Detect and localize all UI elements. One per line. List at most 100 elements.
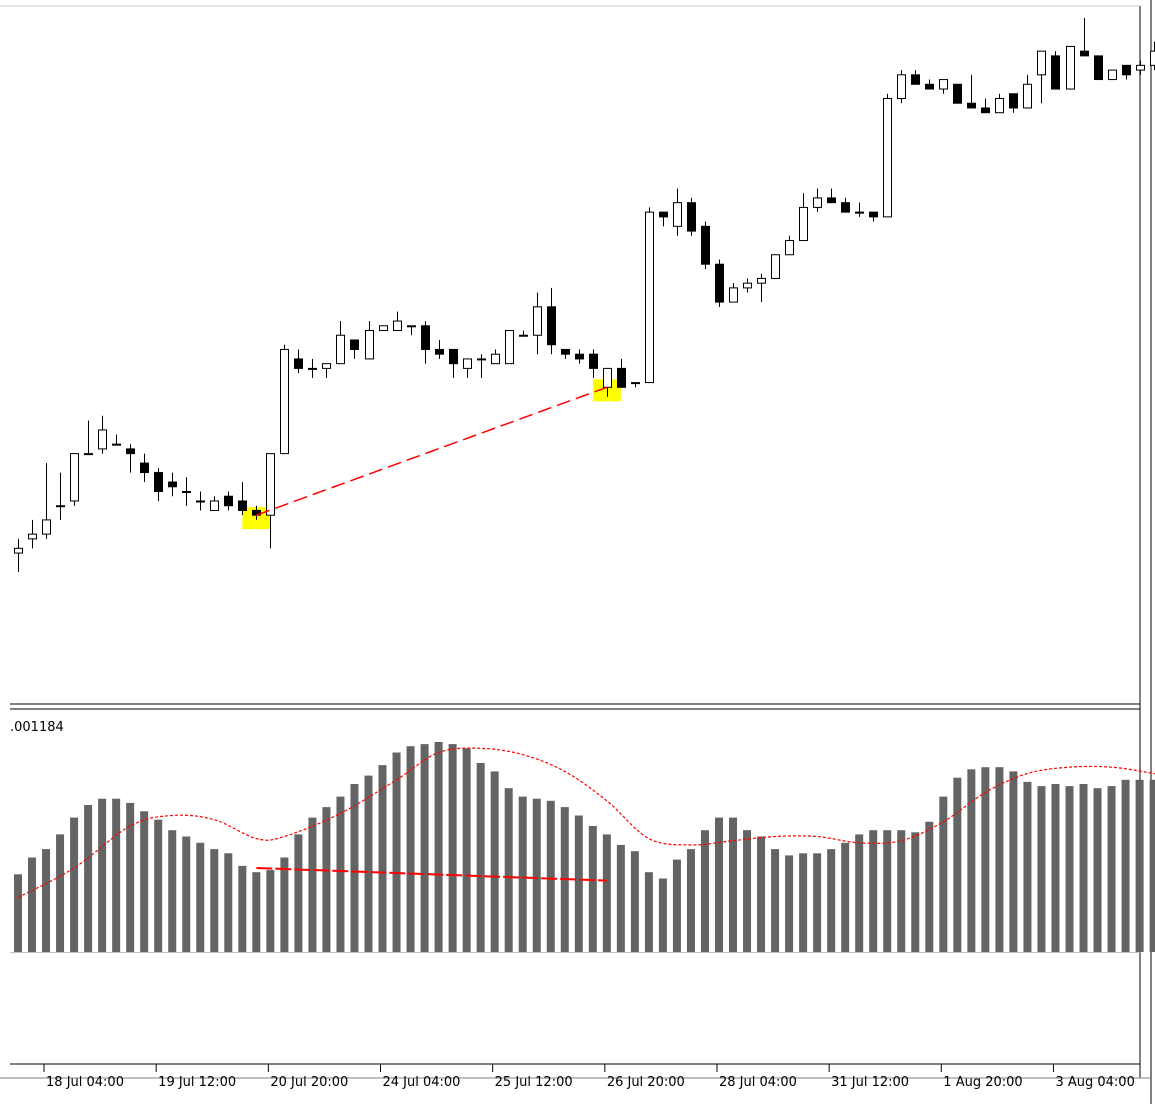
bear-candle-body — [225, 496, 233, 505]
bear-candle-body — [1123, 65, 1131, 74]
histogram-bar — [42, 849, 50, 952]
candle[interactable] — [898, 70, 906, 103]
bull-candle-body — [674, 203, 682, 227]
bear-candle-body — [702, 226, 710, 264]
histogram-bar — [855, 834, 863, 952]
bull-candle-body — [99, 430, 107, 449]
candle[interactable] — [646, 207, 654, 382]
bull-candle-body — [85, 454, 93, 455]
histogram-bar — [771, 849, 779, 952]
histogram-bar — [1122, 780, 1130, 952]
bull-candle-body — [646, 212, 654, 382]
bull-candle-body — [1024, 84, 1032, 108]
bull-candle-body — [337, 335, 345, 363]
bull-candle-body — [744, 283, 752, 288]
bear-candle-body — [926, 84, 934, 89]
candle[interactable] — [1067, 46, 1075, 89]
bull-candle-body — [1151, 51, 1155, 65]
candle[interactable] — [380, 326, 388, 331]
candle[interactable] — [1095, 56, 1103, 80]
bull-candle-body — [506, 331, 514, 364]
bull-candle-body — [940, 80, 948, 89]
time-axis-label: 28 Jul 04:00 — [719, 1075, 797, 1090]
histogram-bar — [224, 853, 232, 952]
histogram-bar — [379, 765, 387, 952]
histogram-bar — [841, 843, 849, 952]
histogram-bar — [1066, 786, 1074, 952]
bull-candle-body — [366, 331, 374, 359]
bull-candle-body — [772, 255, 780, 279]
histogram-bar — [98, 799, 106, 952]
time-axis-label: 26 Jul 20:00 — [607, 1075, 685, 1090]
candle[interactable] — [772, 255, 780, 279]
bull-candle-body — [1067, 46, 1075, 89]
bull-candle-body — [57, 506, 65, 507]
bear-candle-body — [1081, 51, 1089, 56]
histogram-bar — [953, 778, 961, 952]
candle[interactable] — [281, 345, 289, 454]
bull-candle-body — [197, 501, 205, 502]
histogram-bar — [645, 872, 653, 952]
time-axis-label: 25 Jul 12:00 — [495, 1075, 573, 1090]
bear-candle-body — [351, 340, 359, 349]
bull-candle-body — [71, 454, 79, 501]
candle[interactable] — [506, 331, 514, 364]
histogram-bar — [1108, 786, 1116, 952]
histogram-bar — [126, 803, 134, 952]
histogram-bar — [757, 837, 765, 953]
histogram-bar — [785, 855, 793, 952]
histogram-bar — [743, 830, 751, 952]
bull-candle-body — [632, 383, 640, 384]
histogram-bar — [701, 830, 709, 952]
histogram-bar — [547, 801, 555, 952]
histogram-bar — [294, 834, 302, 952]
bear-candle-body — [968, 103, 976, 108]
candle[interactable] — [884, 94, 892, 217]
bear-candle-body — [1010, 94, 1018, 108]
histogram-bar — [603, 834, 611, 952]
histogram-bar — [687, 849, 695, 952]
histogram-bar — [1094, 788, 1102, 952]
histogram-bar — [1150, 780, 1155, 952]
histogram-bar — [252, 872, 260, 952]
candle[interactable] — [71, 454, 79, 506]
histogram-bar — [519, 797, 527, 952]
histogram-bar — [463, 748, 471, 952]
candle[interactable] — [716, 259, 724, 306]
bear-candle-body — [716, 264, 724, 302]
bull-candle-body — [211, 501, 219, 510]
histogram-bar — [477, 763, 485, 952]
bull-candle-body — [534, 307, 542, 335]
candle[interactable] — [954, 84, 962, 103]
candle[interactable] — [702, 222, 710, 269]
candle[interactable] — [1109, 70, 1117, 79]
histogram-bar — [322, 807, 330, 952]
histogram-bar — [995, 767, 1003, 952]
bear-candle-body — [618, 368, 626, 387]
bull-candle-body — [604, 368, 612, 387]
bull-candle-body — [730, 288, 738, 302]
bear-candle-body — [141, 463, 149, 472]
time-axis-label: 24 Jul 04:00 — [383, 1075, 461, 1090]
time-axis-label: 31 Jul 12:00 — [831, 1075, 909, 1090]
histogram-bar — [1023, 782, 1031, 952]
bull-candle-body — [898, 75, 906, 99]
bear-candle-body — [688, 203, 696, 231]
time-axis-label: 1 Aug 20:00 — [943, 1075, 1022, 1090]
bear-candle-body — [548, 307, 556, 345]
histogram-bar — [238, 866, 246, 952]
histogram-bar — [883, 830, 891, 952]
bull-candle-body — [380, 326, 388, 331]
candle[interactable] — [1052, 51, 1060, 89]
bull-candle-body — [1137, 65, 1145, 70]
histogram-bar — [84, 805, 92, 952]
histogram-bar — [729, 818, 737, 952]
bull-candle-body — [1038, 51, 1046, 75]
histogram-bar — [617, 845, 625, 952]
bear-candle-body — [842, 203, 850, 212]
bear-candle-body — [295, 359, 303, 368]
candle[interactable] — [688, 198, 696, 236]
bull-candle-body — [281, 349, 289, 453]
